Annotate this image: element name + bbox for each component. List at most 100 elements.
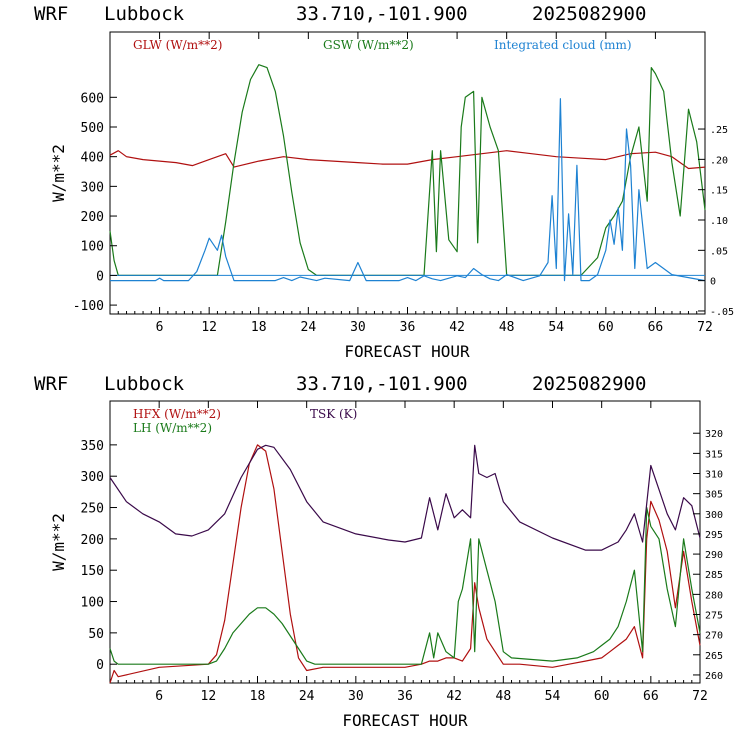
series-line-gsw <box>109 64 706 276</box>
y2-tick-label: .25 <box>710 125 728 136</box>
y2-tick-label: .20 <box>710 155 728 166</box>
chart-2-header: WRF Lubbock 33.710,-101.900 2025082900 <box>34 373 646 395</box>
x-tick-label: 60 <box>594 689 610 704</box>
chart-1-header-coords: 33.710,-101.900 <box>296 3 468 25</box>
chart-2-xlabel: FORECAST HOUR <box>342 711 468 730</box>
chart-2-x-ticks: 6 12 18 24 30 36 42 48 54 60 66 72 <box>117 401 708 704</box>
y2-tick-label: 0 <box>710 277 716 288</box>
y2-tick-label: 300 <box>705 510 723 521</box>
y-tick-label: 100 <box>81 596 104 611</box>
y-tick-label: 0 <box>96 269 104 284</box>
x-tick-label: 42 <box>449 320 465 335</box>
series-line-integrated <box>110 98 706 282</box>
y2-tick-label: .10 <box>710 216 728 227</box>
chart-1-legend: GLW (W/m**2) GSW (W/m**2) Integrated clo… <box>133 38 632 52</box>
x-tick-label: 54 <box>545 689 561 704</box>
x-tick-label: 30 <box>350 320 366 335</box>
chart-2-series <box>109 444 701 684</box>
y2-tick-label: 260 <box>705 671 723 682</box>
x-tick-label: 30 <box>348 689 364 704</box>
chart-1-ylabel: W/m**2 <box>49 144 68 202</box>
y2-tick-label: 265 <box>705 651 723 662</box>
x-tick-label: 6 <box>155 689 163 704</box>
x-tick-label: 42 <box>446 689 462 704</box>
y-tick-label: 300 <box>81 470 104 485</box>
y-tick-label: 500 <box>81 121 104 136</box>
y-tick-label: 150 <box>81 564 104 579</box>
chart-2-header-coords: 33.710,-101.900 <box>296 373 468 395</box>
y-tick-label: 200 <box>81 533 104 548</box>
chart-1-header-run: 2025082900 <box>532 3 646 25</box>
x-tick-label: 72 <box>697 320 713 335</box>
y2-tick-label: 315 <box>705 449 723 460</box>
chart-1-header-site: Lubbock <box>104 3 185 25</box>
y-tick-label: 0 <box>96 658 104 673</box>
y2-tick-label: 275 <box>705 611 723 622</box>
chart-1: WRF Lubbock 33.710,-101.900 2025082900 6… <box>34 3 734 361</box>
y-tick-label: 400 <box>81 151 104 166</box>
chart-1-header-model: WRF <box>34 3 68 25</box>
x-tick-label: 66 <box>643 689 659 704</box>
chart-2-header-site: Lubbock <box>104 373 185 395</box>
series-line-glw <box>109 150 706 170</box>
y2-tick-label: 295 <box>705 530 723 541</box>
legend-integrated-cloud: Integrated cloud (mm) <box>494 38 632 52</box>
x-tick-label: 12 <box>201 320 217 335</box>
y-tick-label: -100 <box>73 299 104 314</box>
x-tick-label: 24 <box>299 689 315 704</box>
y2-tick-label: -.05 <box>710 307 734 318</box>
legend-tsk: TSK (K) <box>310 407 357 421</box>
x-tick-label: 48 <box>496 689 512 704</box>
x-tick-label: 54 <box>548 320 564 335</box>
y-tick-label: 350 <box>81 439 104 454</box>
chart-2-y-ticks: 0 50 100 150 200 250 300 350 <box>81 439 117 673</box>
y-tick-label: 300 <box>81 180 104 195</box>
chart-1-frame <box>109 31 706 315</box>
y-tick-label: 250 <box>81 502 104 517</box>
legend-lh: LH (W/m**2) <box>133 421 212 435</box>
chart-2-header-model: WRF <box>34 373 68 395</box>
y2-tick-label: 290 <box>705 550 723 561</box>
legend-hfx: HFX (W/m**2) <box>133 407 221 421</box>
chart-1-x-ticks: 6 12 18 24 30 36 42 48 54 60 66 72 <box>117 32 713 335</box>
y-tick-label: 50 <box>88 627 104 642</box>
x-tick-label: 36 <box>397 689 413 704</box>
x-tick-label: 60 <box>598 320 614 335</box>
x-tick-label: 36 <box>400 320 416 335</box>
chart-2-header-run: 2025082900 <box>532 373 646 395</box>
y2-tick-label: 280 <box>705 590 723 601</box>
y2-tick-label: 270 <box>705 631 723 642</box>
y2-tick-label: 285 <box>705 570 723 581</box>
y2-tick-label: .05 <box>710 246 728 257</box>
x-tick-label: 48 <box>499 320 515 335</box>
x-tick-label: 72 <box>692 689 708 704</box>
y2-tick-label: 320 <box>705 429 723 440</box>
chart-2: WRF Lubbock 33.710,-101.900 2025082900 6… <box>34 373 723 730</box>
chart-2-ylabel: W/m**2 <box>49 513 68 571</box>
chart-1-xlabel: FORECAST HOUR <box>344 342 470 361</box>
chart-2-y2-ticks: 260 265 270 275 280 285 290 295 300 305 310 315 320 <box>693 429 723 682</box>
chart-1-y-ticks: -100 0 100 200 300 400 500 600 <box>73 91 117 314</box>
y2-tick-label: .15 <box>710 186 728 197</box>
chart-1-series <box>109 64 706 282</box>
y2-tick-label: 310 <box>705 470 723 481</box>
x-tick-label: 66 <box>648 320 664 335</box>
legend-glw: GLW (W/m**2) <box>133 38 222 52</box>
x-tick-label: 18 <box>251 320 267 335</box>
series-line-hfx <box>109 444 701 684</box>
y2-tick-label: 305 <box>705 490 723 501</box>
legend-gsw: GSW (W/m**2) <box>323 38 414 52</box>
series-line-lh <box>109 506 701 665</box>
y-tick-label: 600 <box>81 91 104 106</box>
y-tick-label: 100 <box>81 240 104 255</box>
chart-1-y2-ticks: -.05 0 .05 .10 .15 .20 .25 <box>698 125 734 318</box>
x-tick-label: 6 <box>156 320 164 335</box>
series-line-tsk <box>109 444 701 551</box>
chart-1-header: WRF Lubbock 33.710,-101.900 2025082900 <box>34 3 646 25</box>
x-tick-label: 24 <box>301 320 317 335</box>
x-tick-label: 12 <box>201 689 217 704</box>
chart-2-legend: HFX (W/m**2) LH (W/m**2) TSK (K) <box>133 407 357 435</box>
y-tick-label: 200 <box>81 210 104 225</box>
x-tick-label: 18 <box>250 689 266 704</box>
